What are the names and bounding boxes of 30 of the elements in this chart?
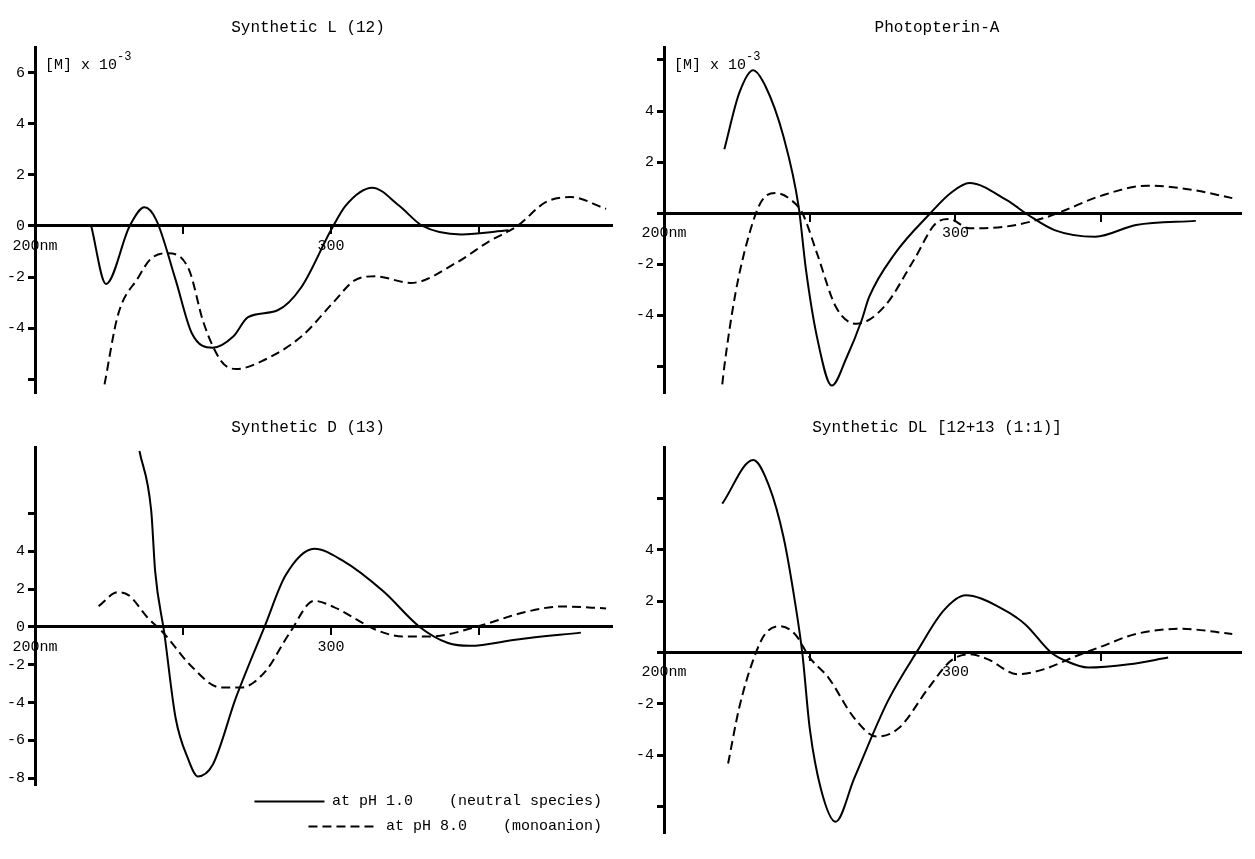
y-tick-label: 2 [644, 154, 654, 172]
legend-label: at pH 1.0 (neutral species) [331, 793, 602, 811]
y-tick-label: 0 [15, 217, 25, 235]
y-tick-label: 6 [15, 64, 25, 82]
y-tick-label: -4 [6, 320, 25, 338]
x-tick-label: 300 [317, 638, 345, 656]
y-tick-label: 2 [644, 593, 654, 611]
y-tick-label: -2 [6, 269, 25, 287]
y-tick-label: 4 [644, 103, 654, 121]
y-tick-label: 0 [15, 618, 25, 636]
x-tick-label: 300 [941, 225, 969, 243]
y-tick-label: 4 [15, 543, 25, 561]
y-tick-label: -4 [6, 694, 25, 712]
y-tick-label: 4 [644, 541, 654, 559]
y-tick-label: 4 [15, 115, 25, 133]
y-tick-label: -2 [6, 656, 25, 674]
chart-title: Synthetic D (13) [231, 418, 385, 437]
y-tick-label: 2 [15, 581, 25, 599]
legend-label: at pH 8.0 (monoanion) [385, 818, 603, 836]
y-tick-label: -8 [6, 770, 25, 788]
y-tick-label: 2 [15, 166, 25, 184]
chart-title: Photopterin-A [874, 18, 1000, 37]
y-tick-label: -6 [6, 732, 25, 750]
y-tick-label: -4 [635, 307, 654, 325]
chart-title: Synthetic L (12) [231, 18, 385, 37]
chart-title: Synthetic DL [12+13 (1:1)] [812, 418, 1062, 437]
y-tick-label: -2 [635, 256, 654, 274]
y-tick-label: -2 [635, 695, 654, 713]
x-tick-label: 300 [941, 664, 969, 682]
y-tick-label: -4 [635, 747, 654, 765]
